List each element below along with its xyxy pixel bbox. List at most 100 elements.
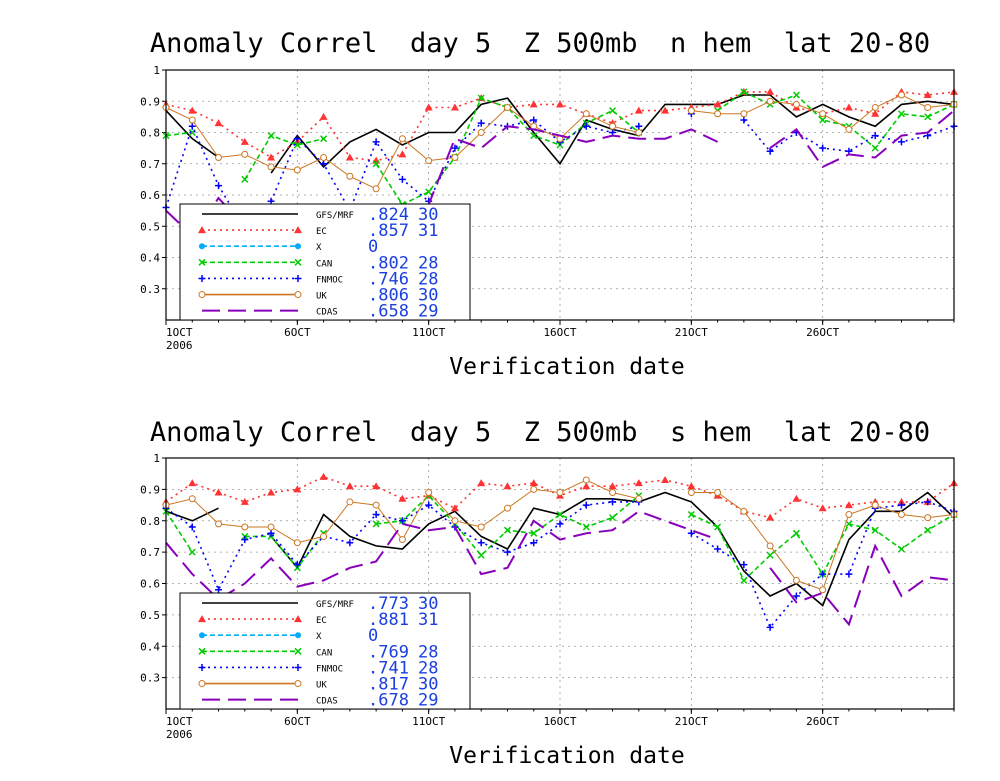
data-point	[556, 100, 564, 108]
legend-marker	[199, 243, 205, 250]
x-tick-label: 11OCT	[412, 715, 445, 728]
legend-entry: CDAS .658 29	[202, 302, 438, 322]
data-point	[345, 153, 354, 161]
data-point	[582, 501, 590, 509]
data-point	[372, 138, 380, 146]
data-point	[425, 157, 433, 165]
data-point	[609, 498, 617, 506]
legend-marker	[294, 615, 302, 623]
legend-score: .678	[368, 691, 409, 711]
legend-marker	[198, 274, 206, 282]
data-point	[319, 472, 328, 480]
data-point	[661, 475, 670, 483]
data-point	[845, 570, 853, 578]
x-year-label: 2006	[166, 728, 193, 741]
data-point	[924, 526, 932, 534]
data-point	[714, 110, 722, 118]
data-point	[792, 494, 801, 502]
chart-title: Anomaly Correl day 5 Z 500mb s hem lat 2…	[150, 417, 930, 448]
data-point	[293, 135, 301, 143]
legend-entry: CAN .802 28	[198, 253, 438, 273]
data-point	[503, 104, 511, 111]
data-point	[241, 175, 249, 183]
legend-name: CDAS	[316, 308, 338, 318]
data-point	[214, 488, 223, 496]
data-point	[398, 150, 407, 158]
legend-count: 31	[418, 221, 438, 241]
x-axis-label: Verification date	[449, 354, 684, 380]
data-point	[477, 523, 485, 531]
legend-entry: GFS/MRF .824 30	[202, 205, 438, 225]
legend-name: GFS/MRF	[316, 600, 354, 610]
series-line	[165, 510, 955, 627]
legend-name: EC	[316, 616, 327, 626]
y-tick-label: 0.9	[140, 95, 160, 108]
y-tick-label: 0.7	[140, 158, 160, 171]
y-tick-label: 0.5	[140, 220, 160, 233]
data-point	[792, 592, 800, 600]
data-point	[320, 135, 328, 143]
data-point	[398, 175, 406, 183]
legend-score: 0	[368, 237, 378, 257]
data-point	[503, 526, 511, 534]
data-point	[871, 132, 879, 140]
data-point	[530, 132, 538, 140]
data-point	[450, 103, 459, 111]
legend-score: .817	[368, 675, 409, 695]
data-point	[398, 536, 406, 544]
legend-marker	[295, 632, 301, 639]
data-point	[293, 539, 301, 547]
data-point	[924, 498, 932, 506]
data-point	[451, 517, 459, 525]
legend-name: FNMOC	[316, 275, 343, 285]
data-point	[372, 160, 380, 168]
data-point	[923, 91, 932, 98]
data-point	[477, 94, 485, 102]
data-point	[530, 529, 538, 537]
data-point	[241, 536, 249, 544]
data-point	[924, 104, 932, 111]
y-tick-label: 1	[153, 64, 160, 77]
data-point	[819, 110, 827, 118]
y-tick-label: 0.6	[140, 189, 160, 202]
data-point	[188, 495, 196, 503]
data-point	[871, 501, 879, 509]
legend-marker	[199, 632, 205, 639]
data-point	[398, 517, 406, 525]
legend-score: .746	[368, 269, 409, 289]
legend-count: 29	[418, 691, 438, 711]
data-point	[293, 166, 301, 174]
data-point	[556, 510, 564, 519]
x-tick-label: 1OCT	[166, 715, 193, 728]
data-point	[372, 185, 380, 193]
data-point	[897, 501, 905, 509]
data-point	[346, 172, 354, 180]
data-point	[845, 125, 853, 133]
data-point	[425, 188, 433, 196]
data-point	[188, 116, 196, 124]
data-point	[425, 501, 433, 509]
data-point	[398, 135, 406, 143]
data-point	[556, 520, 564, 528]
data-point	[687, 529, 695, 537]
data-point	[792, 529, 800, 537]
data-point	[582, 122, 590, 130]
data-point	[241, 150, 249, 158]
data-point	[819, 570, 827, 578]
data-point	[450, 504, 459, 512]
data-point	[188, 523, 196, 531]
legend-name: X	[316, 243, 322, 253]
series-uk	[162, 91, 958, 193]
legend-score: .773	[368, 594, 409, 614]
x-tick-label: 6OCT	[284, 326, 311, 339]
data-point	[766, 542, 774, 550]
series-uk	[162, 476, 958, 594]
data-point	[267, 163, 275, 171]
data-point	[609, 107, 617, 115]
data-point	[687, 107, 695, 115]
data-point	[609, 514, 617, 522]
data-point	[687, 489, 695, 497]
